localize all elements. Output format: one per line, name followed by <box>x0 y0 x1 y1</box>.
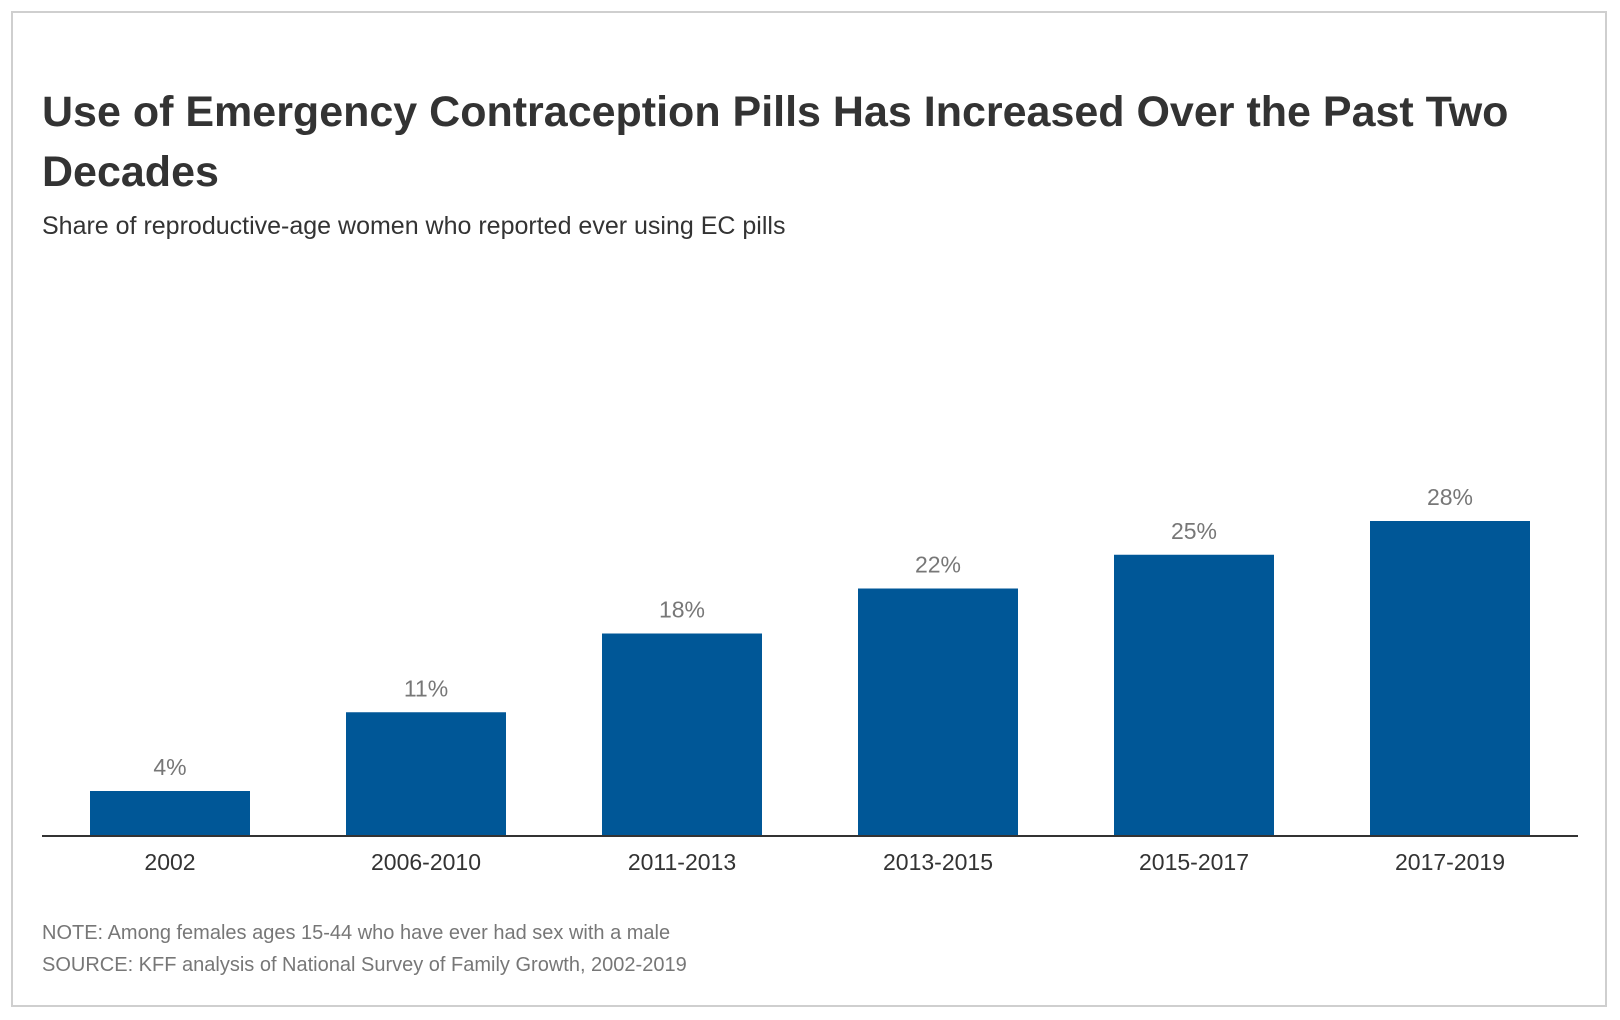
x-tick-label: 2013-2015 <box>883 849 993 875</box>
bar <box>90 791 250 836</box>
value-label: 25% <box>1171 518 1217 544</box>
value-label: 22% <box>915 552 961 578</box>
x-tick-label: 2002 <box>144 849 195 875</box>
value-label: 18% <box>659 597 705 623</box>
x-tick-label: 2017-2019 <box>1395 849 1505 875</box>
value-label: 4% <box>153 754 186 780</box>
bar <box>602 633 762 836</box>
note: NOTE: Among females ages 15-44 who have … <box>42 922 671 944</box>
chart-subtitle: Share of reproductive-age women who repo… <box>42 212 786 240</box>
source: SOURCE: KFF analysis of National Survey … <box>42 954 687 976</box>
frame <box>11 11 1607 1007</box>
x-tick-label: 2011-2013 <box>628 849 736 875</box>
bar <box>858 588 1018 836</box>
value-label: 28% <box>1427 484 1473 510</box>
chart-title: Use of Emergency Contraception Pills Has… <box>42 88 1509 196</box>
value-label: 11% <box>404 675 448 701</box>
bar <box>1370 521 1530 836</box>
bar <box>1114 554 1274 836</box>
x-tick-label: 2015-2017 <box>1139 849 1249 875</box>
bar <box>346 712 506 836</box>
x-tick-label: 2006-2010 <box>371 849 481 875</box>
